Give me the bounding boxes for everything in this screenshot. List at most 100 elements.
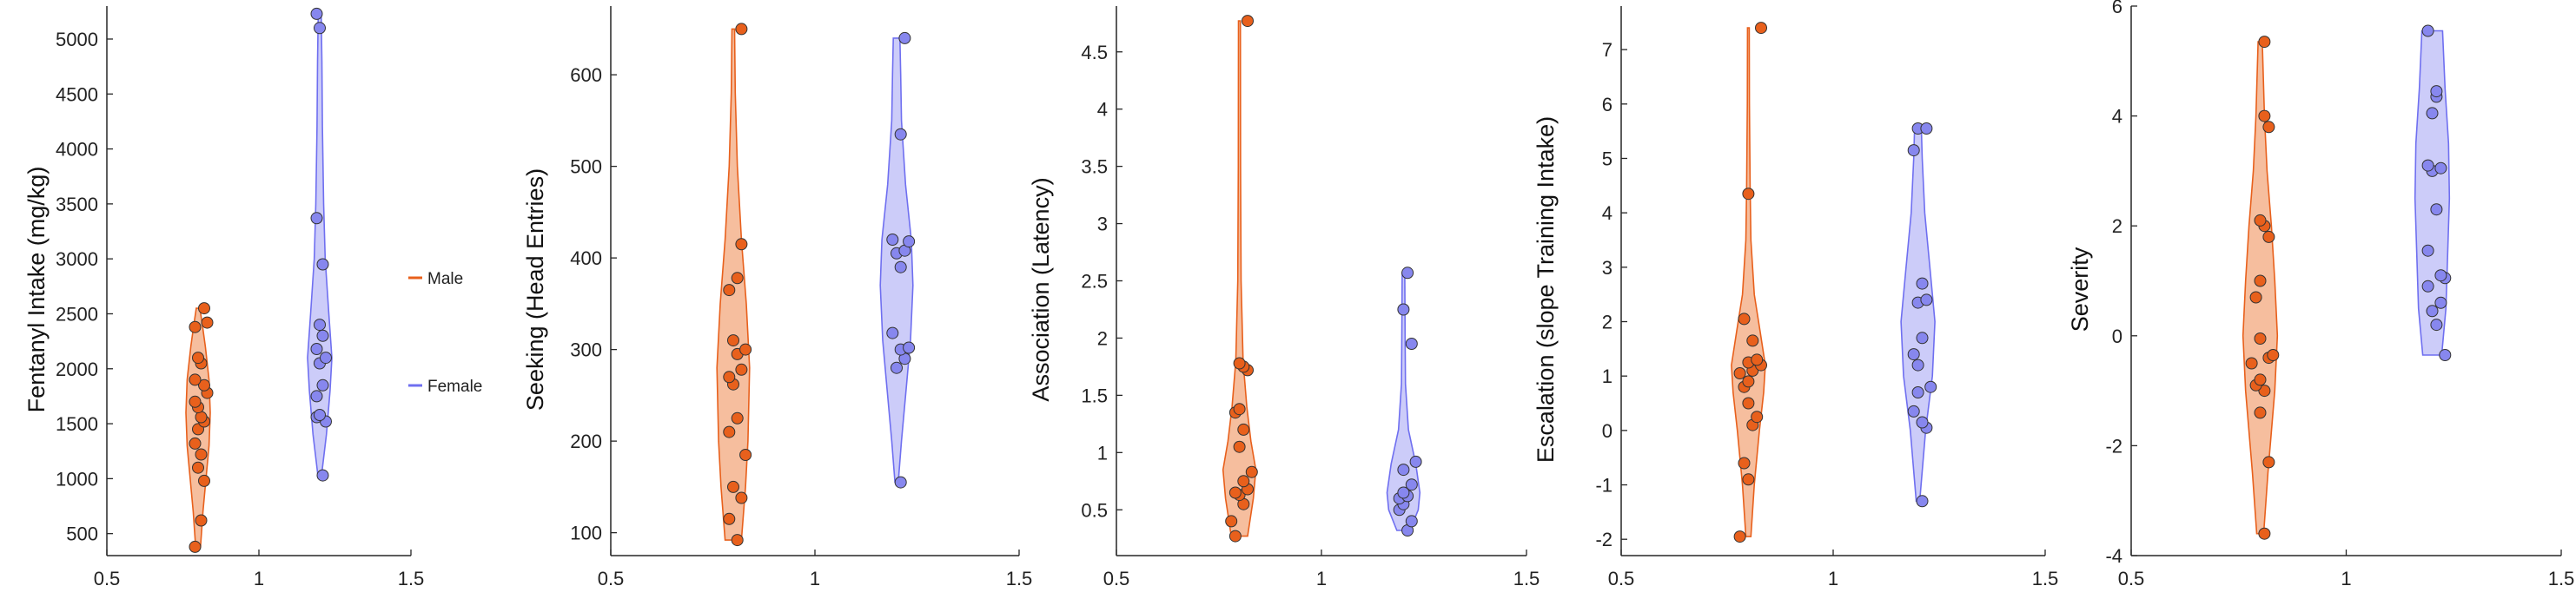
data-point (2267, 349, 2280, 361)
violin-male (1731, 27, 1766, 537)
data-point (1405, 338, 1418, 350)
data-point (723, 284, 736, 297)
data-point (1228, 530, 1242, 543)
data-point (2254, 274, 2267, 287)
data-point (2258, 385, 2271, 398)
data-point (735, 363, 748, 376)
data-point (198, 378, 210, 392)
data-point (1916, 332, 1929, 345)
points-male (1733, 22, 1767, 543)
data-point (189, 395, 202, 408)
data-point (1907, 348, 1920, 361)
data-point (189, 437, 202, 450)
y-tick-label: 5 (1602, 148, 1612, 169)
data-point (903, 235, 916, 248)
data-point (1733, 367, 1746, 379)
data-point (2434, 161, 2447, 174)
data-point (1742, 397, 1755, 410)
x-tick-label: 1 (1828, 568, 1838, 589)
y-tick-label: 2000 (56, 359, 98, 380)
data-point (316, 329, 329, 342)
y-tick-label: -2 (2105, 435, 2122, 457)
legend-male-label: Male (427, 270, 463, 288)
y-tick-label: 2500 (56, 303, 98, 325)
y-tick-label: 0 (1602, 420, 1612, 442)
data-point (198, 302, 210, 315)
y-tick-label: 200 (570, 431, 602, 452)
points-female (886, 31, 916, 489)
points-male (1225, 15, 1258, 543)
y-tick-label: 2 (2112, 215, 2122, 237)
data-point (1397, 486, 1410, 499)
points-male (189, 302, 214, 553)
data-point (1911, 386, 1924, 398)
data-point (731, 534, 744, 547)
data-point (2434, 296, 2447, 309)
data-point (2426, 305, 2439, 318)
panel-4: -2 -1 0 1 2 3 4 5 6 7 0.5 1 1.5 Escalation (slope Tra… (1533, 6, 2058, 589)
data-point (2249, 291, 2262, 304)
data-point (316, 258, 329, 271)
data-point (1916, 416, 1929, 429)
data-point (891, 361, 903, 374)
y-tick-label: 1.5 (1081, 385, 1108, 406)
data-point (1742, 375, 1755, 388)
x-tick-label: 0.5 (94, 568, 121, 589)
x-tick-label: 1.5 (1513, 568, 1540, 589)
x-tick-label: 0.5 (2118, 568, 2145, 589)
y-tick-label: 6 (2112, 0, 2122, 17)
data-point (1907, 144, 1920, 157)
y-tick-label: 0.5 (1081, 499, 1108, 521)
data-point (894, 260, 907, 273)
data-point (2430, 319, 2443, 332)
data-point (2262, 230, 2275, 243)
panel-3: 0.5 1 1.5 2 2.5 3 3.5 4 4.5 0.5 1 1.5 Association (L… (1028, 6, 1540, 589)
x-tick-label: 1.5 (2032, 568, 2059, 589)
data-point (2421, 280, 2434, 293)
data-point (2258, 527, 2271, 540)
data-point (735, 491, 748, 504)
data-point (192, 461, 204, 474)
data-point (886, 234, 899, 246)
y-tick-label: 1 (1097, 442, 1108, 464)
y-tick-label: 600 (570, 64, 602, 86)
data-point (739, 449, 752, 461)
data-point (1237, 423, 1250, 436)
data-point (1405, 515, 1418, 528)
data-point (189, 320, 202, 333)
points-male (723, 23, 752, 547)
data-point (314, 409, 326, 421)
y-tick-label: 1 (1602, 365, 1612, 387)
y-tick-label: 500 (570, 156, 602, 178)
data-point (1237, 475, 1250, 488)
data-point (1397, 464, 1410, 477)
data-point (310, 212, 323, 225)
points-female (310, 7, 332, 482)
data-point (189, 540, 202, 553)
y-tick-label: 3 (1602, 257, 1612, 279)
x-tick-label: 1 (1316, 568, 1327, 589)
data-point (1409, 455, 1422, 468)
data-point (198, 474, 210, 487)
y-tick-label: 4000 (56, 139, 98, 161)
y-tick-label: 3 (1097, 214, 1108, 235)
data-point (201, 316, 214, 329)
data-point (727, 480, 739, 493)
x-tick-label: 0.5 (1103, 568, 1130, 589)
data-point (731, 272, 744, 285)
violin-male (2242, 41, 2279, 535)
data-point (1751, 411, 1764, 424)
data-point (1742, 473, 1755, 486)
points-male (2245, 36, 2280, 540)
panel-2: 100 200 300 400 500 600 0.5 1 1.5 Seeking (Head E… (522, 6, 1032, 589)
data-point (898, 31, 911, 44)
data-point (1738, 313, 1751, 326)
data-point (2262, 121, 2275, 134)
data-point (2254, 406, 2267, 419)
data-point (723, 371, 736, 384)
data-point (886, 326, 899, 339)
data-point (189, 373, 202, 386)
y-tick-label: 2.5 (1081, 271, 1108, 293)
y-tick-label: 4 (1602, 202, 1612, 224)
